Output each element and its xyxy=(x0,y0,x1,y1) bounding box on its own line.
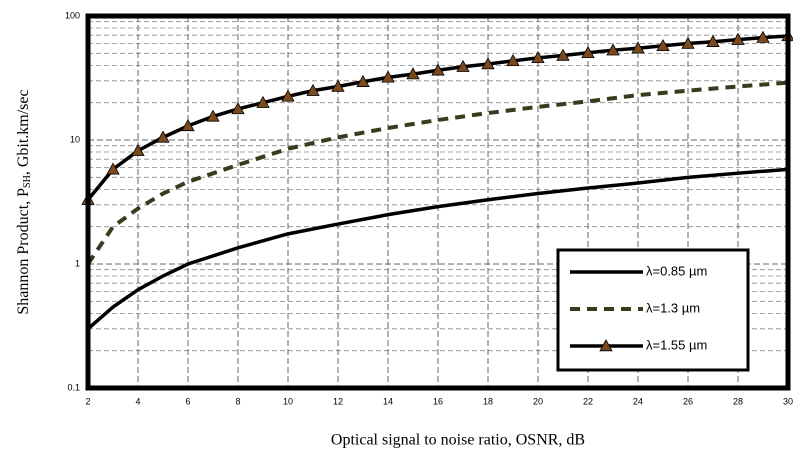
legend-label: λ=0.85 µm xyxy=(646,263,707,278)
marker xyxy=(481,57,495,70)
x-tick-label: 6 xyxy=(185,396,190,406)
plot-frame xyxy=(85,13,791,391)
marker xyxy=(631,41,645,54)
x-axis-label: Optical signal to noise ratio, OSNR, dB xyxy=(331,432,585,449)
marker xyxy=(556,48,570,61)
x-tick-label: 16 xyxy=(433,396,443,406)
marker xyxy=(331,79,345,92)
legend-box xyxy=(556,248,750,372)
y-tick-label: 0.1 xyxy=(67,382,80,392)
marker xyxy=(431,63,445,76)
x-tick-label: 14 xyxy=(383,396,393,406)
y-tick-label: 10 xyxy=(70,134,80,144)
legend-label: λ=1.3 µm xyxy=(646,300,700,315)
x-tick-label: 12 xyxy=(333,396,343,406)
y-tick-label: 100 xyxy=(65,10,80,20)
marker xyxy=(156,130,170,143)
marker xyxy=(656,38,670,52)
marker xyxy=(131,143,145,156)
marker xyxy=(456,59,470,72)
marker xyxy=(581,45,595,58)
marker xyxy=(281,89,295,102)
marker xyxy=(381,70,395,83)
x-tick-label: 18 xyxy=(483,396,493,406)
marker xyxy=(256,95,270,108)
x-tick-label: 26 xyxy=(683,396,693,406)
series-line xyxy=(86,80,789,266)
marker xyxy=(181,119,195,132)
x-tick-label: 22 xyxy=(583,396,593,406)
marker xyxy=(606,43,620,56)
marker xyxy=(506,54,520,67)
x-tick-label: 4 xyxy=(135,396,140,406)
y-label-sub: SH xyxy=(22,175,33,188)
marker xyxy=(106,162,120,175)
y-axis-label: Shannon Product, PSH, Gbit.km/sec xyxy=(15,89,34,314)
x-tick-label: 28 xyxy=(733,396,743,406)
x-tick-label: 20 xyxy=(533,396,543,406)
y-label-part: Shannon Product, P xyxy=(15,188,32,315)
x-tick-label: 2 xyxy=(85,396,90,406)
marker xyxy=(231,102,245,115)
legend-marker xyxy=(599,339,613,352)
marker xyxy=(731,32,745,45)
x-tick-label: 8 xyxy=(235,396,240,406)
legend-label: λ=1.55 µm xyxy=(646,337,707,352)
marker xyxy=(306,83,320,96)
x-tick-label: 24 xyxy=(633,396,643,406)
marker xyxy=(531,50,545,64)
marker xyxy=(356,74,370,87)
marker xyxy=(206,109,220,122)
marker xyxy=(681,36,695,49)
x-tick-label: 30 xyxy=(783,396,793,406)
marker xyxy=(756,30,770,43)
marker xyxy=(706,34,720,47)
marker xyxy=(406,67,420,80)
x-tick-label: 10 xyxy=(283,396,293,406)
series-line xyxy=(86,167,789,331)
y-label-part: , Gbit.km/sec xyxy=(15,89,32,175)
y-tick-label: 1 xyxy=(75,258,80,268)
